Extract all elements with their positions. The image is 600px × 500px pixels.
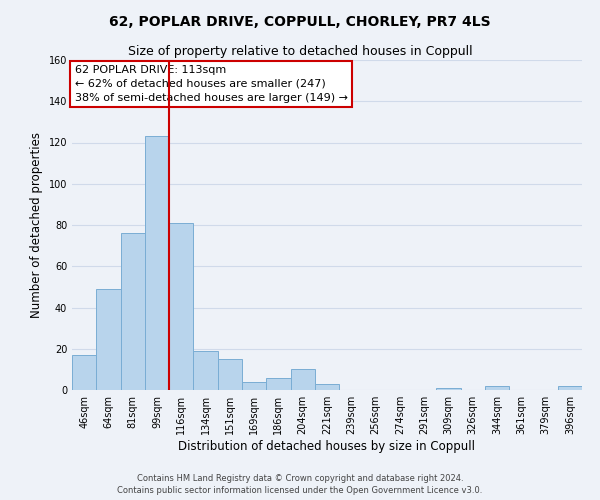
X-axis label: Distribution of detached houses by size in Coppull: Distribution of detached houses by size … <box>179 440 476 453</box>
Bar <box>169 223 193 390</box>
Bar <box>242 382 266 390</box>
Bar <box>436 388 461 390</box>
Bar <box>558 386 582 390</box>
Text: 62, POPLAR DRIVE, COPPULL, CHORLEY, PR7 4LS: 62, POPLAR DRIVE, COPPULL, CHORLEY, PR7 … <box>109 15 491 29</box>
Bar <box>193 351 218 390</box>
Bar <box>145 136 169 390</box>
Bar <box>96 289 121 390</box>
Bar <box>290 370 315 390</box>
Bar <box>266 378 290 390</box>
Y-axis label: Number of detached properties: Number of detached properties <box>30 132 43 318</box>
Bar <box>485 386 509 390</box>
Text: 62 POPLAR DRIVE: 113sqm
← 62% of detached houses are smaller (247)
38% of semi-d: 62 POPLAR DRIVE: 113sqm ← 62% of detache… <box>74 65 347 103</box>
Bar <box>121 233 145 390</box>
Bar <box>315 384 339 390</box>
Text: Size of property relative to detached houses in Coppull: Size of property relative to detached ho… <box>128 45 472 58</box>
Text: Contains HM Land Registry data © Crown copyright and database right 2024.
Contai: Contains HM Land Registry data © Crown c… <box>118 474 482 495</box>
Bar <box>72 355 96 390</box>
Bar <box>218 359 242 390</box>
